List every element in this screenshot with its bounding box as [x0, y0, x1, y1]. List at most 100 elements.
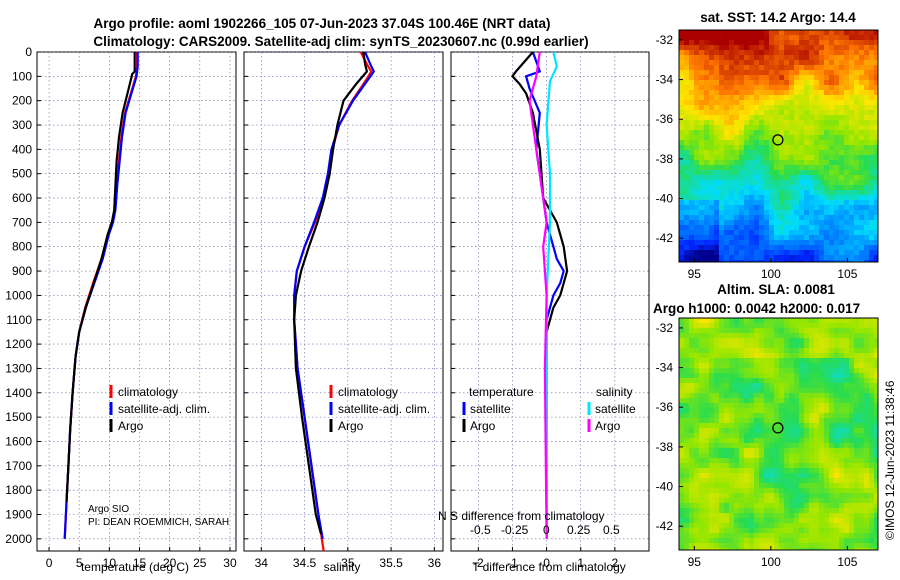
map-cell	[679, 458, 685, 464]
map-cell	[694, 50, 700, 56]
map-cell	[709, 468, 715, 474]
map-cell	[789, 140, 795, 146]
map-cell	[749, 458, 755, 464]
map-cell	[829, 543, 835, 549]
map-cell	[809, 513, 815, 519]
map-cell	[684, 483, 690, 489]
map-cell	[819, 493, 825, 499]
map-cell	[829, 428, 835, 434]
map-cell	[824, 348, 830, 354]
difference-axes	[450, 51, 650, 552]
map-cell	[824, 483, 830, 489]
map-cell	[749, 125, 755, 131]
map-cell	[684, 468, 690, 474]
map-cell	[729, 458, 735, 464]
map-cell	[869, 85, 875, 91]
map-cell	[824, 105, 830, 111]
map-cell	[784, 333, 790, 339]
map-cell	[689, 343, 695, 349]
map-cell	[804, 473, 810, 479]
map-cell	[739, 498, 745, 504]
map-cell	[749, 215, 755, 221]
map-cell	[814, 235, 820, 241]
map-cell	[714, 220, 720, 226]
map-cell	[754, 513, 760, 519]
map-cell	[689, 358, 695, 364]
map-cell	[854, 328, 860, 334]
map-cell	[684, 378, 690, 384]
map-cell	[754, 235, 760, 241]
map-cell	[724, 150, 730, 156]
map-cell	[799, 483, 805, 489]
map-cell	[839, 463, 845, 469]
map-cell	[874, 448, 878, 454]
map-cell	[864, 403, 870, 409]
map-cell	[809, 473, 815, 479]
map-cell	[784, 150, 790, 156]
map-cell	[804, 80, 810, 86]
map-cell	[799, 353, 805, 359]
map-cell	[794, 145, 800, 151]
map-cell	[824, 453, 830, 459]
map-cell	[689, 378, 695, 384]
map-cell	[799, 70, 805, 76]
map-cell	[859, 328, 865, 334]
map-cell	[859, 215, 865, 221]
map-cell	[764, 210, 770, 216]
map-cell	[854, 70, 860, 76]
map-cell	[734, 363, 740, 369]
map-cell	[839, 50, 845, 56]
map-cell	[729, 80, 735, 86]
map-cell	[699, 428, 705, 434]
map-cell	[804, 255, 810, 261]
map-cell	[749, 423, 755, 429]
map-cell	[849, 45, 855, 51]
map-cell	[689, 165, 695, 171]
map-cell	[739, 333, 745, 339]
map-cell	[769, 498, 775, 504]
map-cell	[759, 438, 765, 444]
map-cell	[724, 60, 730, 66]
map-cell	[729, 408, 735, 414]
map-cell	[759, 408, 765, 414]
map-cell	[804, 195, 810, 201]
map-cell	[769, 518, 775, 524]
map-cell	[819, 250, 825, 256]
map-cell	[704, 493, 710, 499]
top-tick-label-4: 0.25	[567, 523, 591, 537]
map-cell	[719, 215, 725, 221]
map-cell	[744, 383, 750, 389]
map-cell	[734, 60, 740, 66]
map-cell	[864, 220, 870, 226]
map-cell	[809, 195, 815, 201]
map-cell	[849, 493, 855, 499]
map-cell	[779, 518, 785, 524]
map-cell	[819, 100, 825, 106]
map-cell	[699, 363, 705, 369]
map-cell	[859, 333, 865, 339]
map-cell	[714, 433, 720, 439]
map-cell	[704, 30, 710, 36]
map-cell	[719, 498, 725, 504]
map-cell	[789, 35, 795, 41]
map-cell	[754, 220, 760, 226]
map-cell	[694, 383, 700, 389]
map-cell	[754, 180, 760, 186]
top-tick-label-3: 0	[543, 523, 550, 537]
map-cell	[824, 363, 830, 369]
map-cell	[699, 235, 705, 241]
map-cell	[774, 378, 780, 384]
map-cell	[784, 418, 790, 424]
map-cell	[869, 160, 875, 166]
map-cell	[789, 443, 795, 449]
map-cell	[829, 538, 835, 544]
map-cell	[864, 35, 870, 41]
map-cell	[749, 130, 755, 136]
map-cell	[724, 448, 730, 454]
map-cell	[734, 30, 740, 36]
map-cell	[769, 378, 775, 384]
map-cell	[804, 135, 810, 141]
map-cell	[689, 438, 695, 444]
map-cell	[769, 150, 775, 156]
map-cell	[809, 185, 815, 191]
